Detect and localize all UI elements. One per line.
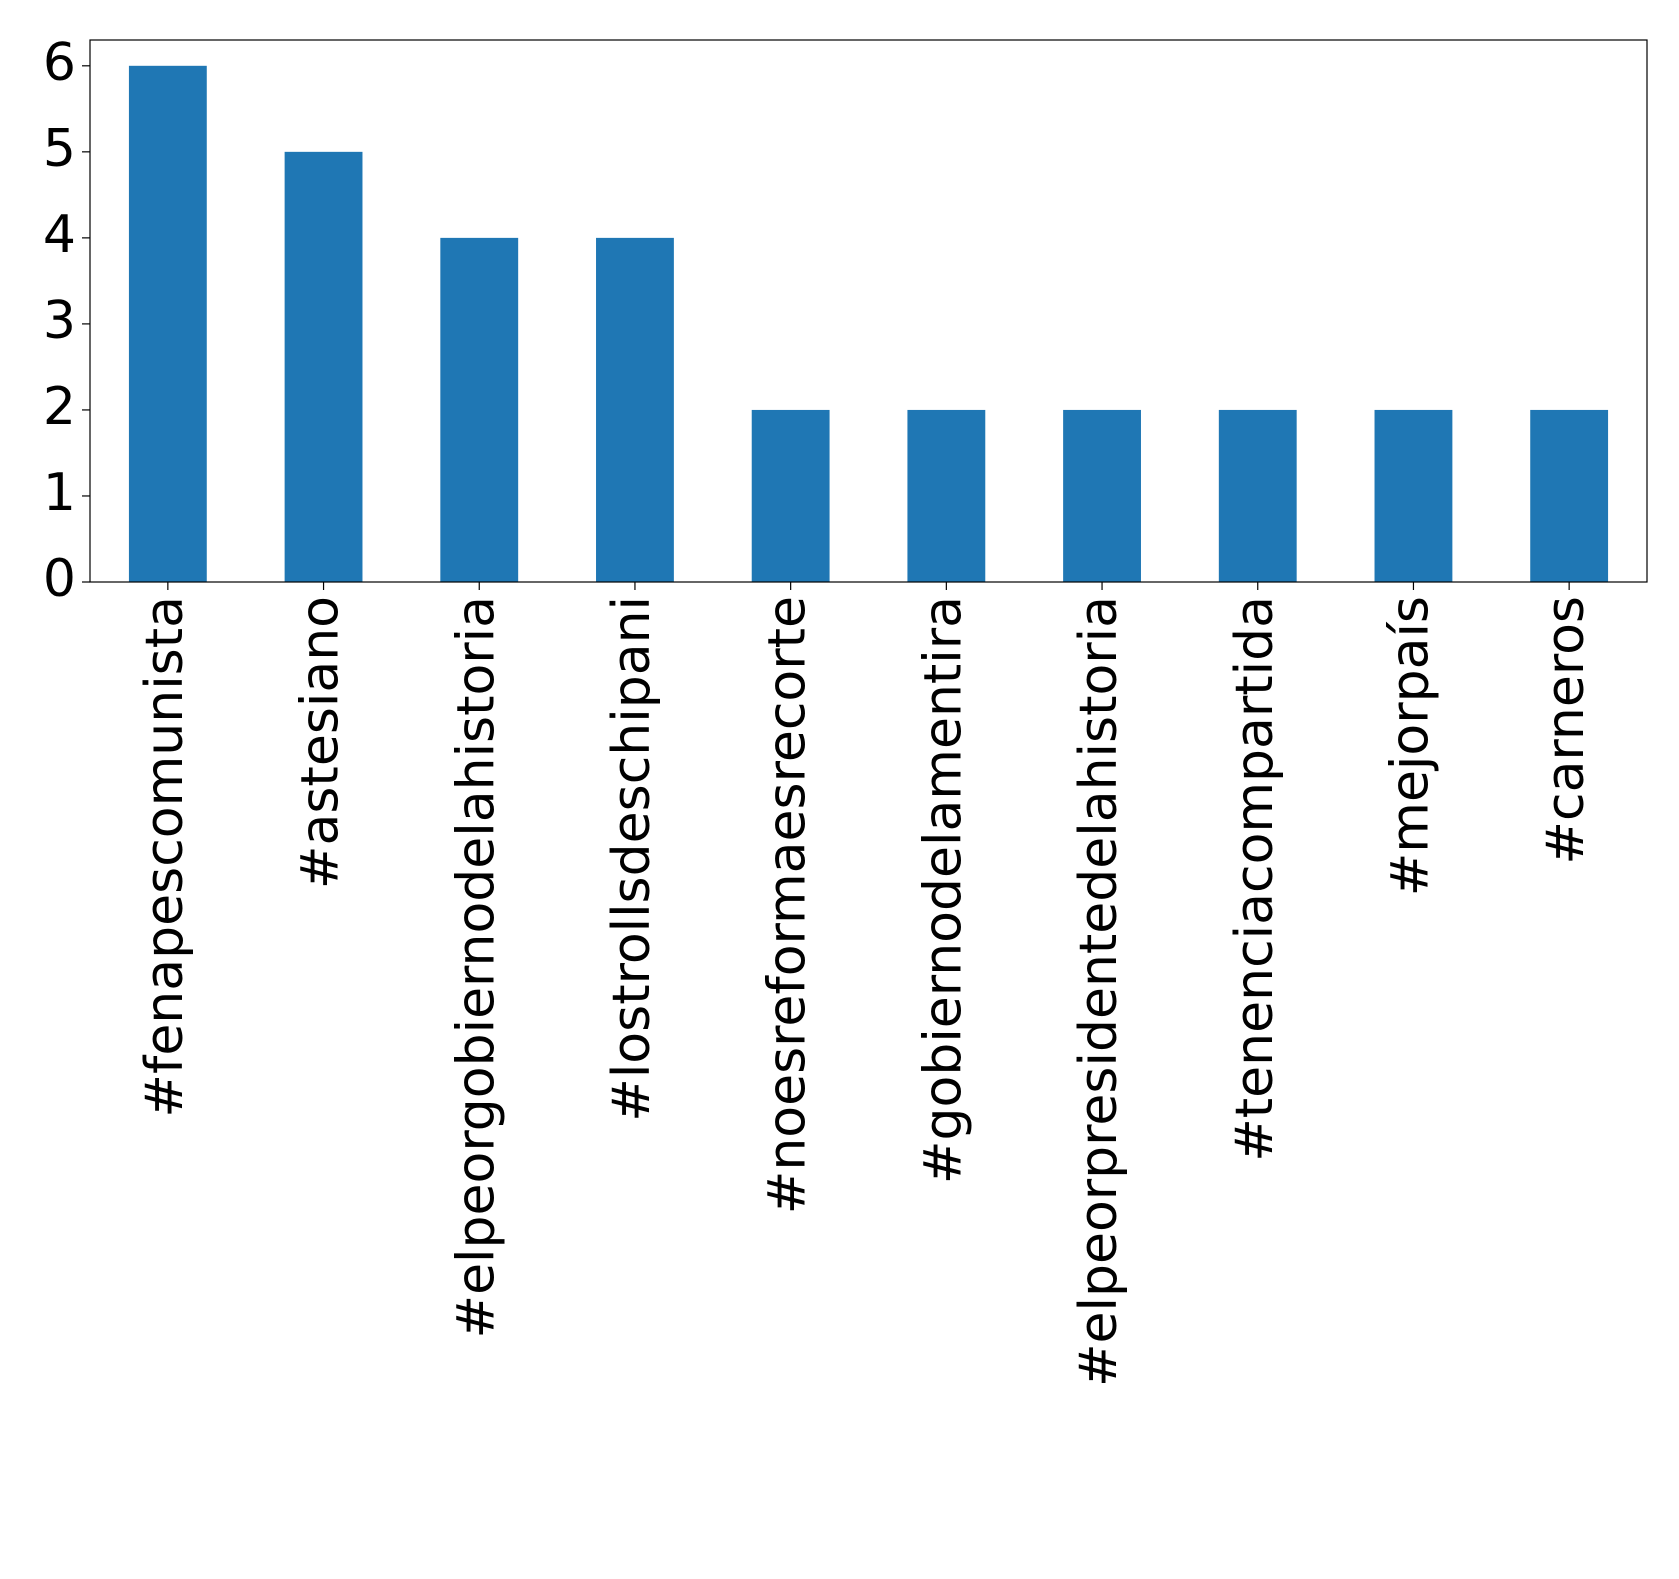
bar [596,237,674,582]
bar [1218,409,1297,582]
x-tick-label: #lostrollsdeschipani [602,596,662,1122]
x-tick-label: #astesiano [291,596,351,889]
plot-frame [89,39,1648,583]
y-tick-label: 3 [43,291,76,351]
x-tick-label: #carneros [1536,596,1596,865]
x-tick-label: #tenenciacompartida [1225,596,1285,1162]
x-tick-label: #fenapescomunista [135,596,195,1118]
bar [440,237,519,582]
bar [751,409,830,582]
bar [1530,409,1609,582]
y-tick-label: 2 [43,377,76,437]
bar [284,151,363,583]
x-tick-label: #mejorpaís [1380,596,1440,896]
y-tick-label: 0 [43,549,76,609]
y-tick-label: 1 [43,463,76,523]
x-tick-label: #gobiernodelamentira [913,596,973,1184]
bar [907,409,986,582]
bar [1063,409,1141,582]
y-tick-label: 5 [43,119,76,179]
bar [128,65,207,583]
bar [1374,409,1453,582]
x-tick-label: #noesreformaesrecorte [758,596,818,1214]
x-tick-label: #elpeorpresidentedelahistoria [1069,596,1129,1387]
y-tick-label: 4 [43,205,76,265]
x-tick-label: #elpeorgobiernodelahistoria [446,596,506,1339]
y-tick-label: 6 [43,33,76,93]
